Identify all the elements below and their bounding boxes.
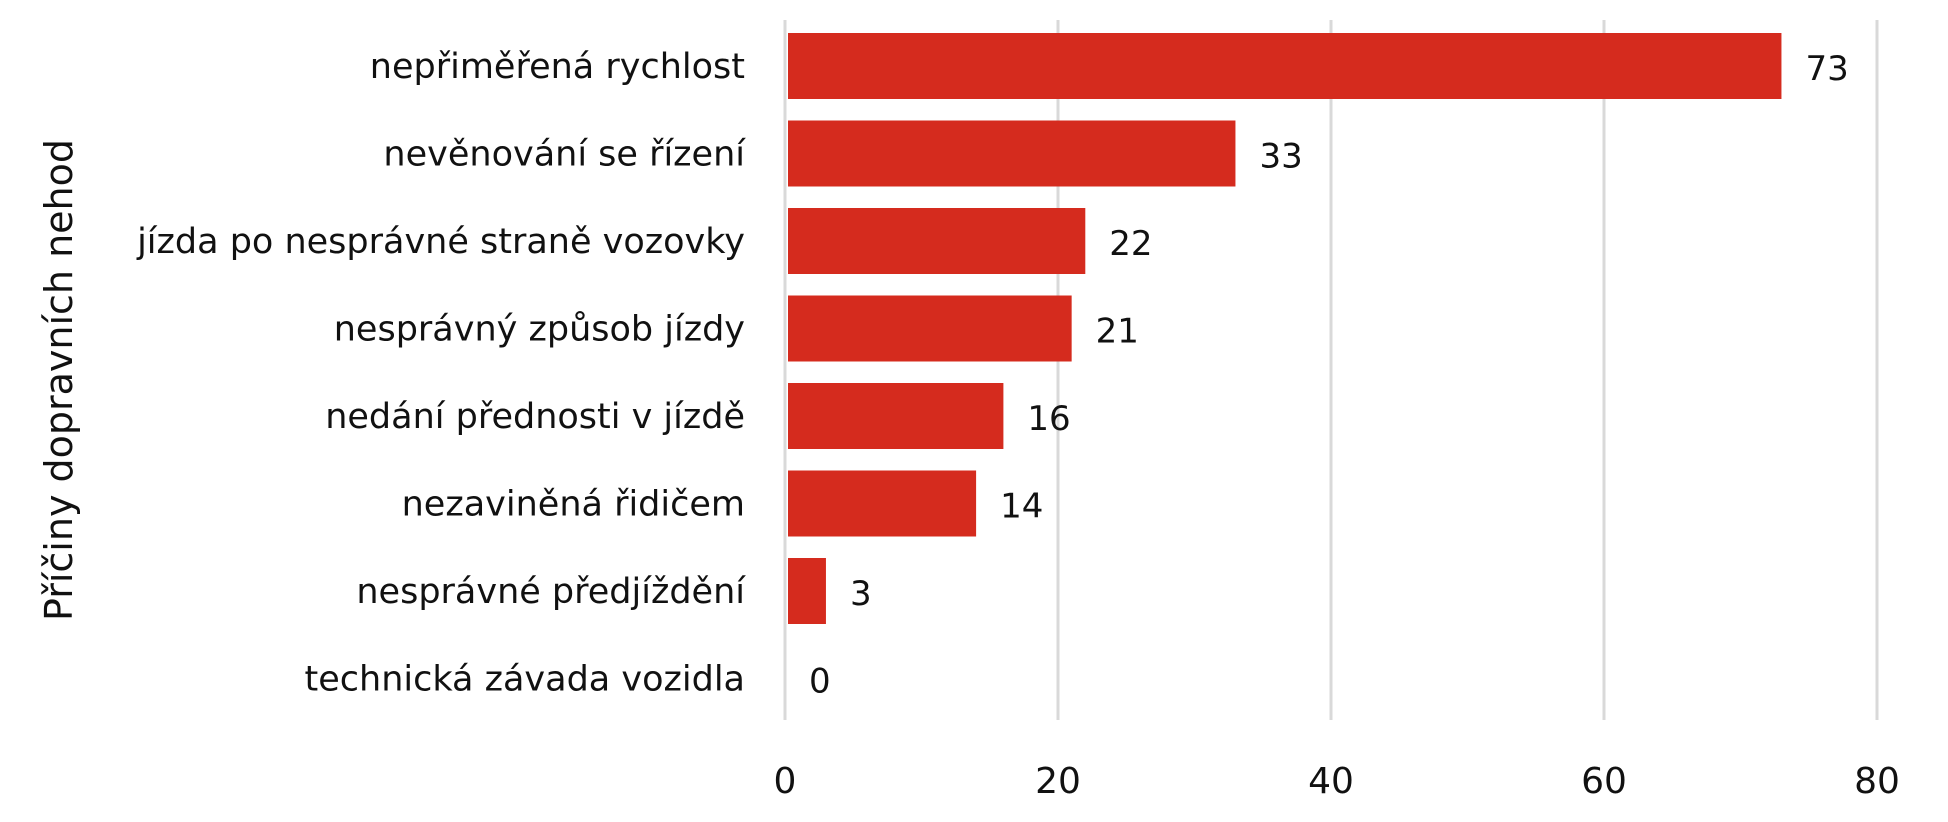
- data-label: 33: [1259, 137, 1302, 177]
- category-label: technická závada vozidla: [305, 660, 745, 700]
- data-label: 22: [1109, 224, 1152, 264]
- category-label: jízda po nesprávné straně vozovky: [136, 222, 745, 262]
- data-label: 14: [1000, 487, 1043, 527]
- x-tick-label: 40: [1308, 761, 1354, 802]
- data-label: 3: [850, 574, 872, 614]
- x-tick-label: 20: [1035, 761, 1081, 802]
- x-tick-label: 60: [1581, 761, 1627, 802]
- bar: [788, 33, 1782, 99]
- bars: [788, 33, 1782, 624]
- data-label: 0: [809, 662, 831, 702]
- value-labels: 73 33 22 21 16 14 3 0: [809, 49, 1849, 702]
- y-axis-title: Příčiny dopravních nehod: [37, 139, 81, 621]
- category-label: nepřiměřená rychlost: [370, 47, 745, 87]
- bar: [788, 558, 826, 624]
- x-tick-label: 0: [774, 761, 797, 802]
- bar: [788, 120, 1236, 187]
- data-label: 73: [1805, 49, 1848, 89]
- x-tick-label: 80: [1854, 761, 1900, 802]
- x-axis-ticks: 0 20 40 60 80: [774, 761, 1900, 802]
- category-label: nedání přednosti v jízdě: [325, 397, 745, 437]
- bar: [788, 470, 977, 537]
- category-label: nesprávné předjíždění: [356, 572, 746, 612]
- data-label: 21: [1096, 312, 1139, 352]
- bar: [788, 208, 1086, 274]
- category-label: nevěnování se řízení: [383, 135, 746, 175]
- data-label: 16: [1027, 399, 1070, 439]
- bar: [788, 383, 1004, 449]
- category-label: nezaviněná řidičem: [402, 485, 745, 525]
- category-label: nesprávný způsob jízdy: [334, 310, 745, 350]
- bar: [788, 295, 1072, 362]
- category-labels: nepřiměřená rychlost nevěnování se řízení…: [136, 47, 746, 700]
